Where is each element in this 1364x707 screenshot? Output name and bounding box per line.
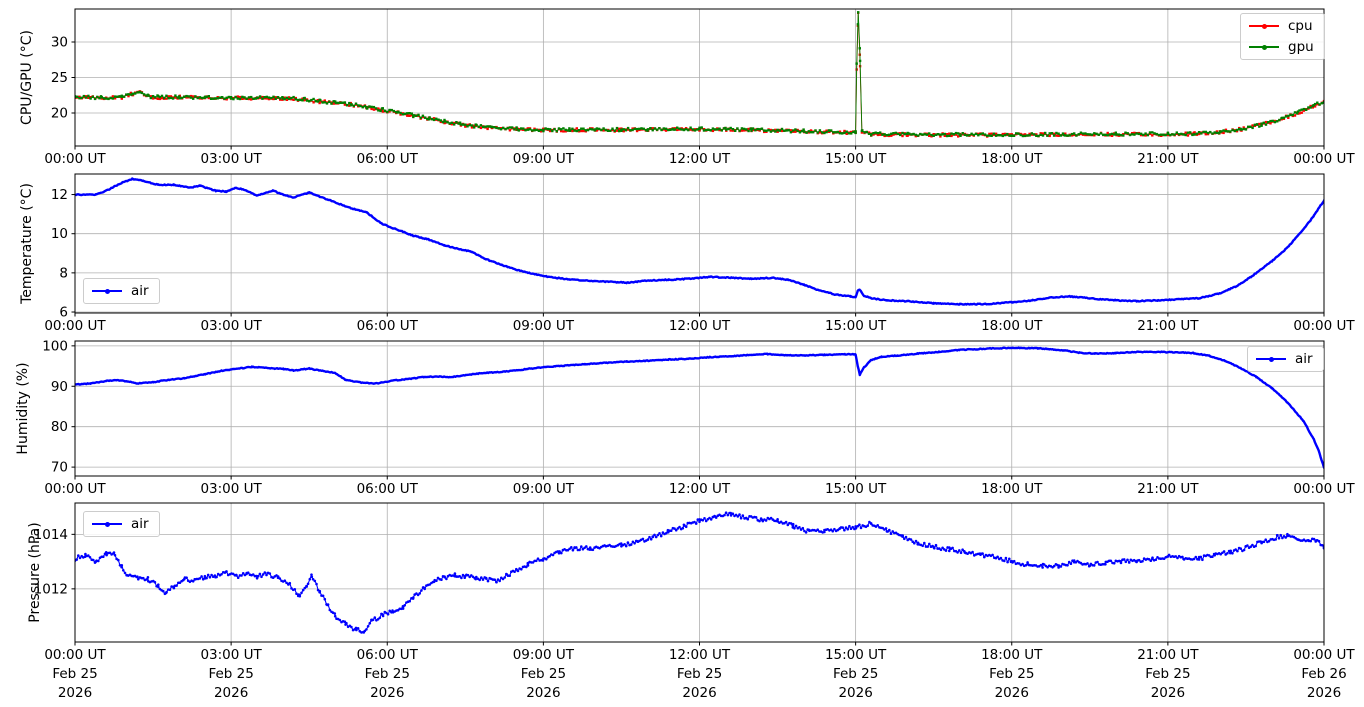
ylabel-temperature: Temperature (°C) <box>19 183 35 305</box>
svg-text:70: 70 <box>51 460 68 476</box>
svg-text:18:00 UT: 18:00 UT <box>981 481 1043 497</box>
svg-text:12:00 UT: 12:00 UT <box>669 151 731 167</box>
svg-text:21:00 UT: 21:00 UT <box>1137 647 1199 663</box>
svg-text:18:00 UT: 18:00 UT <box>981 151 1043 167</box>
legend-temperature-air: air <box>83 278 160 304</box>
svg-text:2026: 2026 <box>370 685 404 701</box>
svg-text:10: 10 <box>51 226 68 242</box>
svg-text:03:00 UT: 03:00 UT <box>200 151 262 167</box>
legend-entry-gpu: gpu <box>1249 39 1314 55</box>
svg-text:09:00 UT: 09:00 UT <box>513 151 575 167</box>
svg-text:00:00 UT: 00:00 UT <box>44 647 106 663</box>
ylabel-pressure: Pressure (hPa) <box>27 522 43 622</box>
legend-entry-air-temp: air <box>92 283 149 299</box>
cpu-legend-label: cpu <box>1288 18 1313 34</box>
svg-text:21:00 UT: 21:00 UT <box>1137 318 1199 334</box>
svg-text:06:00 UT: 06:00 UT <box>357 318 419 334</box>
svg-text:18:00 UT: 18:00 UT <box>981 318 1043 334</box>
svg-text:12:00 UT: 12:00 UT <box>669 647 731 663</box>
svg-text:1014: 1014 <box>34 527 68 543</box>
svg-text:90: 90 <box>51 379 68 395</box>
svg-text:00:00 UT: 00:00 UT <box>1293 318 1355 334</box>
svg-text:8: 8 <box>59 265 68 281</box>
svg-text:09:00 UT: 09:00 UT <box>513 318 575 334</box>
svg-text:00:00 UT: 00:00 UT <box>44 318 106 334</box>
svg-text:21:00 UT: 21:00 UT <box>1137 151 1199 167</box>
legend-humidity-air: air <box>1247 346 1324 372</box>
svg-text:100: 100 <box>42 338 68 354</box>
svg-text:1012: 1012 <box>34 581 68 597</box>
svg-text:Feb 26: Feb 26 <box>1301 666 1346 682</box>
air-temp-line-marker-icon <box>92 286 122 296</box>
svg-text:00:00 UT: 00:00 UT <box>44 151 106 167</box>
svg-text:2026: 2026 <box>1307 685 1341 701</box>
svg-text:Feb 25: Feb 25 <box>833 666 878 682</box>
svg-text:2026: 2026 <box>58 685 92 701</box>
air-humidity-line-marker-icon <box>1256 354 1286 364</box>
svg-text:06:00 UT: 06:00 UT <box>357 151 419 167</box>
svg-text:03:00 UT: 03:00 UT <box>200 647 262 663</box>
svg-text:2026: 2026 <box>995 685 1029 701</box>
svg-text:06:00 UT: 06:00 UT <box>357 647 419 663</box>
svg-text:15:00 UT: 15:00 UT <box>825 647 887 663</box>
svg-text:Feb 25: Feb 25 <box>52 666 97 682</box>
svg-text:2026: 2026 <box>682 685 716 701</box>
svg-text:30: 30 <box>51 35 68 51</box>
ylabel-cpu-gpu: CPU/GPU (°C) <box>19 30 35 125</box>
legend-cpu-gpu: cpu gpu <box>1240 13 1325 60</box>
gpu-legend-label: gpu <box>1288 39 1314 55</box>
svg-text:00:00 UT: 00:00 UT <box>1293 647 1355 663</box>
svg-text:09:00 UT: 09:00 UT <box>513 481 575 497</box>
svg-text:21:00 UT: 21:00 UT <box>1137 481 1199 497</box>
svg-text:2026: 2026 <box>214 685 248 701</box>
svg-text:00:00 UT: 00:00 UT <box>44 481 106 497</box>
svg-text:18:00 UT: 18:00 UT <box>981 647 1043 663</box>
svg-text:12: 12 <box>51 187 68 203</box>
air-temp-legend-label: air <box>131 283 149 299</box>
svg-text:Feb 25: Feb 25 <box>677 666 722 682</box>
svg-text:6: 6 <box>59 305 68 321</box>
panel-temperature: 00:00 UT 03:00 UT 06:00 UT 09:00 UT 12:00 UT… <box>44 173 1355 334</box>
air-humidity-legend-label: air <box>1295 351 1313 367</box>
svg-text:2026: 2026 <box>1151 685 1185 701</box>
svg-text:03:00 UT: 03:00 UT <box>200 318 262 334</box>
svg-text:2026: 2026 <box>838 685 872 701</box>
legend-entry-air-pressure: air <box>92 516 149 532</box>
svg-text:25: 25 <box>51 70 68 86</box>
panel-cpu-gpu: 00:00 UT 03:00 UT 06:00 UT 09:00 UT 12:00 UT… <box>44 8 1355 167</box>
air-pressure-line-marker-icon <box>92 519 122 529</box>
svg-text:Feb 25: Feb 25 <box>521 666 566 682</box>
cpu-line-marker-icon <box>1249 21 1279 31</box>
gpu-line-marker-icon <box>1249 42 1279 52</box>
panel-humidity: 00:00 UT 03:00 UT 06:00 UT 09:00 UT 12:00 UT… <box>42 338 1355 497</box>
svg-text:00:00 UT: 00:00 UT <box>1293 481 1355 497</box>
svg-text:15:00 UT: 15:00 UT <box>825 151 887 167</box>
panel-pressure: 00:00 UT Feb 25 2026 03:00 UT Feb 25 2026 06:0… <box>34 502 1355 701</box>
legend-entry-cpu: cpu <box>1249 18 1314 34</box>
svg-text:12:00 UT: 12:00 UT <box>669 481 731 497</box>
svg-text:00:00 UT: 00:00 UT <box>1293 151 1355 167</box>
svg-text:20: 20 <box>51 105 68 121</box>
svg-text:06:00 UT: 06:00 UT <box>357 481 419 497</box>
svg-text:Feb 25: Feb 25 <box>365 666 410 682</box>
svg-text:09:00 UT: 09:00 UT <box>513 647 575 663</box>
svg-text:Feb 25: Feb 25 <box>989 666 1034 682</box>
svg-text:12:00 UT: 12:00 UT <box>669 318 731 334</box>
svg-text:80: 80 <box>51 419 68 435</box>
svg-text:Feb 25: Feb 25 <box>208 666 253 682</box>
legend-entry-air-humidity: air <box>1256 351 1313 367</box>
svg-text:2026: 2026 <box>526 685 560 701</box>
svg-text:Feb 25: Feb 25 <box>1145 666 1190 682</box>
legend-pressure-air: air <box>83 511 160 537</box>
ylabel-humidity: Humidity (%) <box>15 362 31 454</box>
air-pressure-legend-label: air <box>131 516 149 532</box>
svg-text:15:00 UT: 15:00 UT <box>825 318 887 334</box>
svg-text:15:00 UT: 15:00 UT <box>825 481 887 497</box>
svg-text:03:00 UT: 03:00 UT <box>200 481 262 497</box>
